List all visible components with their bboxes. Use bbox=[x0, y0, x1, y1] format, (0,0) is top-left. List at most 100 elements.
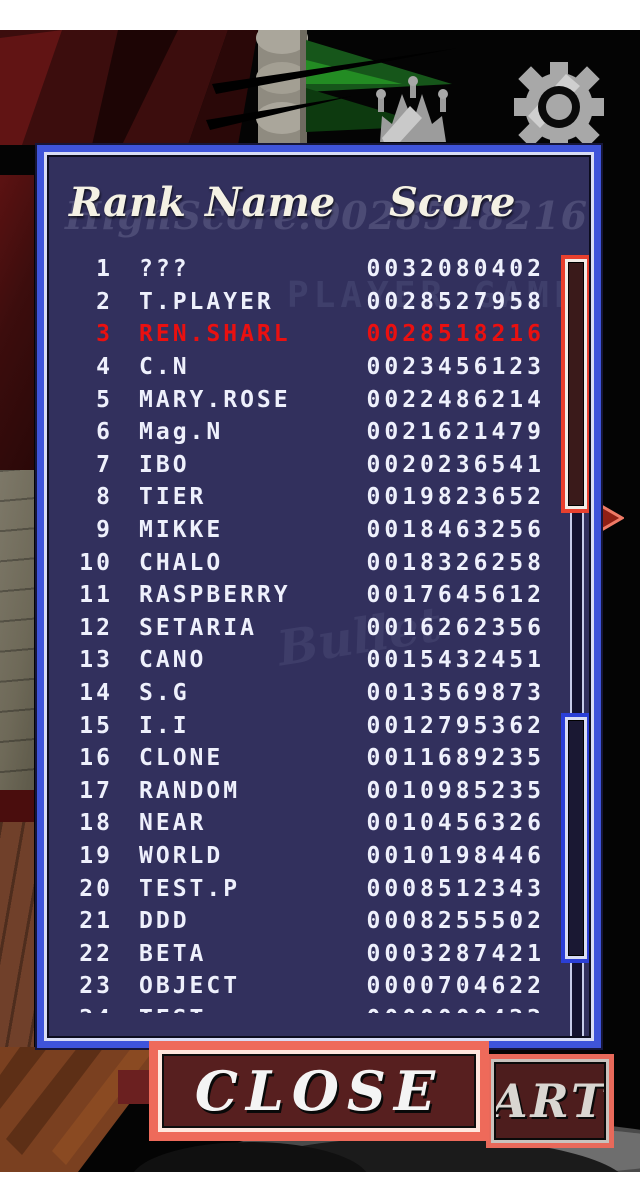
leaderboard-panel: HighScore:0028518216 PLAYER GAME Bullet … bbox=[35, 143, 603, 1050]
row-name: T.PLAYER bbox=[139, 288, 274, 315]
row-rank: 4 bbox=[96, 354, 113, 381]
close-button[interactable]: CLOSE bbox=[149, 1041, 489, 1141]
row-rank: 8 bbox=[96, 484, 113, 511]
row-rank: 11 bbox=[79, 582, 113, 609]
leaderboard-row: 10 CHALO 0018326258 bbox=[49, 546, 589, 579]
row-rank: 18 bbox=[79, 810, 113, 837]
row-rank: 24 bbox=[49, 1006, 113, 1013]
leaderboard-row: 6 Mag.N 0021621479 bbox=[49, 416, 589, 449]
row-rank: 23 bbox=[79, 973, 113, 1000]
row-score: 0028518216 bbox=[366, 321, 545, 348]
leaderboard-row: 2 T.PLAYER 0028527958 bbox=[49, 286, 589, 319]
column-header-name: Name bbox=[205, 179, 336, 226]
row-name: CHALO bbox=[139, 549, 224, 576]
row-rank: 17 bbox=[79, 777, 113, 804]
leaderboard-row: 15 I.I 0012795362 bbox=[49, 709, 589, 742]
crown-icon[interactable] bbox=[370, 76, 456, 146]
row-score: 0022486214 bbox=[366, 386, 545, 413]
row-name: WORLD bbox=[139, 842, 224, 869]
row-rank: 10 bbox=[79, 549, 113, 576]
row-score: 0032080402 bbox=[366, 256, 545, 283]
row-name: CLONE bbox=[139, 745, 224, 772]
leaderboard-row: 14 S.G 0013569873 bbox=[49, 677, 589, 710]
leaderboard-row: 24 TEST 0000000422 bbox=[49, 1003, 589, 1013]
row-score: 0016262356 bbox=[366, 614, 545, 641]
leaderboard-row: 9 MIKKE 0018463256 bbox=[49, 514, 589, 547]
row-score: 0020236541 bbox=[366, 451, 545, 478]
leaderboard-row: 11 RASPBERRY 0017645612 bbox=[49, 579, 589, 612]
leaderboard-row: 18 NEAR 0010456326 bbox=[49, 807, 589, 840]
row-score: 0011689235 bbox=[366, 745, 545, 772]
row-name: ??? bbox=[139, 256, 190, 283]
row-name: CANO bbox=[139, 647, 207, 674]
row-score: 0021621479 bbox=[366, 419, 545, 446]
wall-trim bbox=[0, 790, 34, 822]
leaderboard-row: 17 RANDOM 0010985235 bbox=[49, 775, 589, 808]
row-score: 0013569873 bbox=[366, 680, 545, 707]
leaderboard-row: 7 IBO 0020236541 bbox=[49, 449, 589, 482]
leaderboard-row: 3 REN.SHARL 0028518216 bbox=[49, 318, 589, 351]
leaderboard-row: 4 C.N 0023456123 bbox=[49, 351, 589, 384]
leaderboard-row: 21 DDD 0008255502 bbox=[49, 905, 589, 938]
leaderboard-row: 1 ??? 0032080402 bbox=[49, 253, 589, 286]
close-button-face: CLOSE bbox=[162, 1054, 476, 1128]
row-name: RANDOM bbox=[139, 777, 241, 804]
leaderboard-row: 12 SETARIA 0016262356 bbox=[49, 612, 589, 645]
wall-wood bbox=[0, 822, 34, 1082]
row-rank: 14 bbox=[79, 680, 113, 707]
row-rank: 16 bbox=[79, 745, 113, 772]
row-rank: 21 bbox=[79, 908, 113, 935]
panel-inner-frame: HighScore:0028518216 PLAYER GAME Bullet … bbox=[44, 152, 594, 1041]
close-button-label: CLOSE bbox=[194, 1059, 444, 1123]
row-score: 0008255502 bbox=[366, 908, 545, 935]
wall-tiles bbox=[0, 470, 34, 790]
row-name: S.G bbox=[139, 680, 190, 707]
row-name: MIKKE bbox=[139, 517, 224, 544]
row-rank: 2 bbox=[96, 288, 113, 315]
row-name: NEAR bbox=[139, 810, 207, 837]
row-name: REN.SHARL bbox=[139, 321, 291, 348]
row-score: 0008512343 bbox=[366, 875, 545, 902]
wall-red bbox=[0, 175, 34, 470]
row-rank: 15 bbox=[79, 712, 113, 739]
row-score: 0010456326 bbox=[366, 810, 545, 837]
row-score: 0019823652 bbox=[366, 484, 545, 511]
row-score: 0010985235 bbox=[366, 777, 545, 804]
row-rank: 22 bbox=[79, 940, 113, 967]
row-name: BETA bbox=[139, 940, 207, 967]
row-name: TEST bbox=[139, 1006, 206, 1013]
row-rank: 6 bbox=[96, 419, 113, 446]
leaderboard-rows: 1 ??? 0032080402 2 T.PLAYER 0028527958 3… bbox=[49, 253, 589, 1013]
row-rank: 1 bbox=[96, 256, 113, 283]
row-name: IBO bbox=[139, 451, 190, 478]
row-score: 0010198446 bbox=[366, 842, 545, 869]
close-button-frame: CLOSE bbox=[158, 1050, 480, 1132]
leaderboard-row: 23 OBJECT 0000704622 bbox=[49, 970, 589, 1003]
panel-content: HighScore:0028518216 PLAYER GAME Bullet … bbox=[47, 155, 591, 1038]
row-rank: 5 bbox=[96, 386, 113, 413]
row-rank: 19 bbox=[79, 842, 113, 869]
row-score: 0015432451 bbox=[366, 647, 545, 674]
leaderboard-row: 22 BETA 0003287421 bbox=[49, 937, 589, 970]
column-header-score: Score bbox=[389, 179, 516, 226]
close-button-tab bbox=[118, 1070, 150, 1104]
start-button-label: ART bbox=[494, 1074, 606, 1128]
leaderboard-row: 8 TIER 0019823652 bbox=[49, 481, 589, 514]
row-name: OBJECT bbox=[139, 973, 241, 1000]
scrollbar-thumb[interactable] bbox=[561, 255, 589, 513]
row-name: Mag.N bbox=[139, 419, 224, 446]
gear-icon[interactable] bbox=[508, 62, 610, 152]
row-score: 0018326258 bbox=[366, 549, 545, 576]
leaderboard-row: 19 WORLD 0010198446 bbox=[49, 840, 589, 873]
leaderboard-row: 13 CANO 0015432451 bbox=[49, 644, 589, 677]
row-score: 0012795362 bbox=[366, 712, 545, 739]
scrollbar-lower-segment bbox=[561, 713, 589, 963]
row-score: 0028527958 bbox=[366, 288, 545, 315]
start-button-face: ART bbox=[494, 1062, 606, 1140]
row-name: C.N bbox=[139, 354, 190, 381]
row-score: 0000704622 bbox=[366, 973, 545, 1000]
start-button[interactable]: ART bbox=[486, 1054, 614, 1148]
start-button-frame: ART bbox=[491, 1059, 609, 1143]
row-score: 0000000422 bbox=[367, 1006, 589, 1013]
